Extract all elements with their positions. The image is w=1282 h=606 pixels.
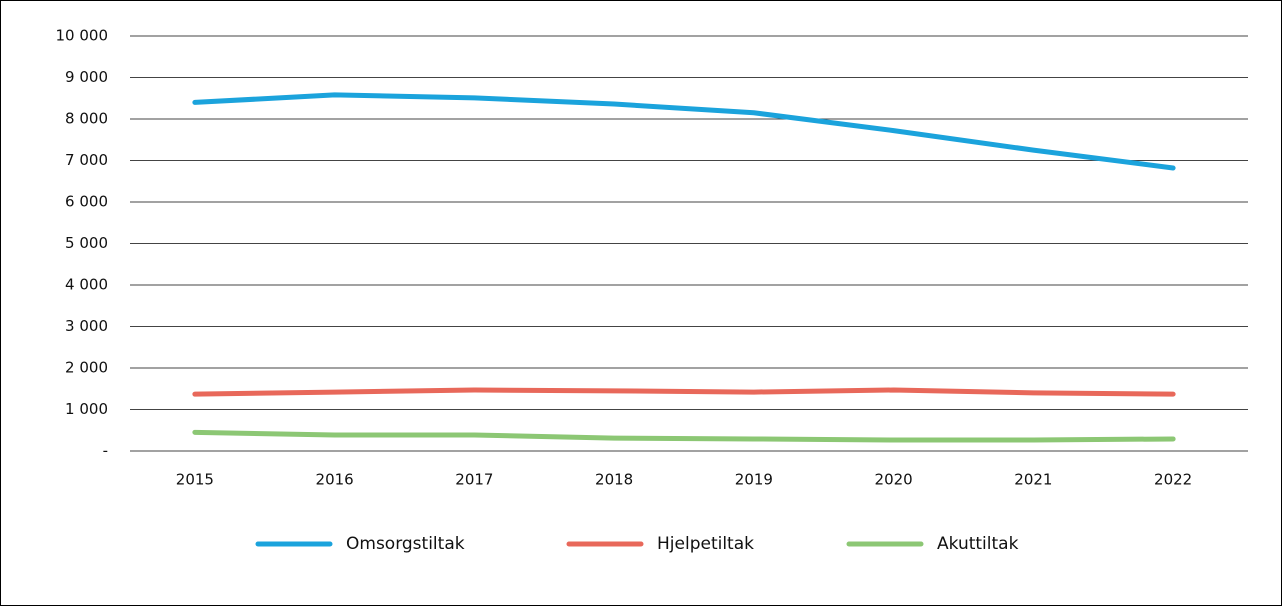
y-tick-label: 10 000 [56,27,109,45]
legend-label: Akuttiltak [937,534,1019,554]
y-tick-label: 5 000 [65,234,108,252]
y-tick-label: 2 000 [65,359,108,377]
y-tick-label: 4 000 [65,276,108,294]
x-tick-label: 2016 [316,471,354,489]
x-tick-label: 2015 [176,471,214,489]
x-tick-label: 2022 [1154,471,1192,489]
x-tick-label: 2021 [1014,471,1052,489]
legend-label: Hjelpetiltak [657,534,754,554]
y-tick-label: 3 000 [65,317,108,335]
x-tick-label: 2017 [455,471,493,489]
series-line [192,429,1176,443]
y-tick-label: 8 000 [65,110,108,128]
series-line [192,92,1176,171]
series-line [192,387,1176,397]
x-tick-label: 2020 [875,471,913,489]
y-tick-label: 6 000 [65,193,108,211]
y-tick-label: 9 000 [65,68,108,86]
y-tick-label: 7 000 [65,151,108,169]
legend-label: Omsorgstiltak [346,534,465,554]
y-tick-label: - [103,442,108,460]
x-tick-label: 2019 [735,471,773,489]
y-tick-label: 1 000 [65,400,108,418]
x-tick-label: 2018 [595,471,633,489]
